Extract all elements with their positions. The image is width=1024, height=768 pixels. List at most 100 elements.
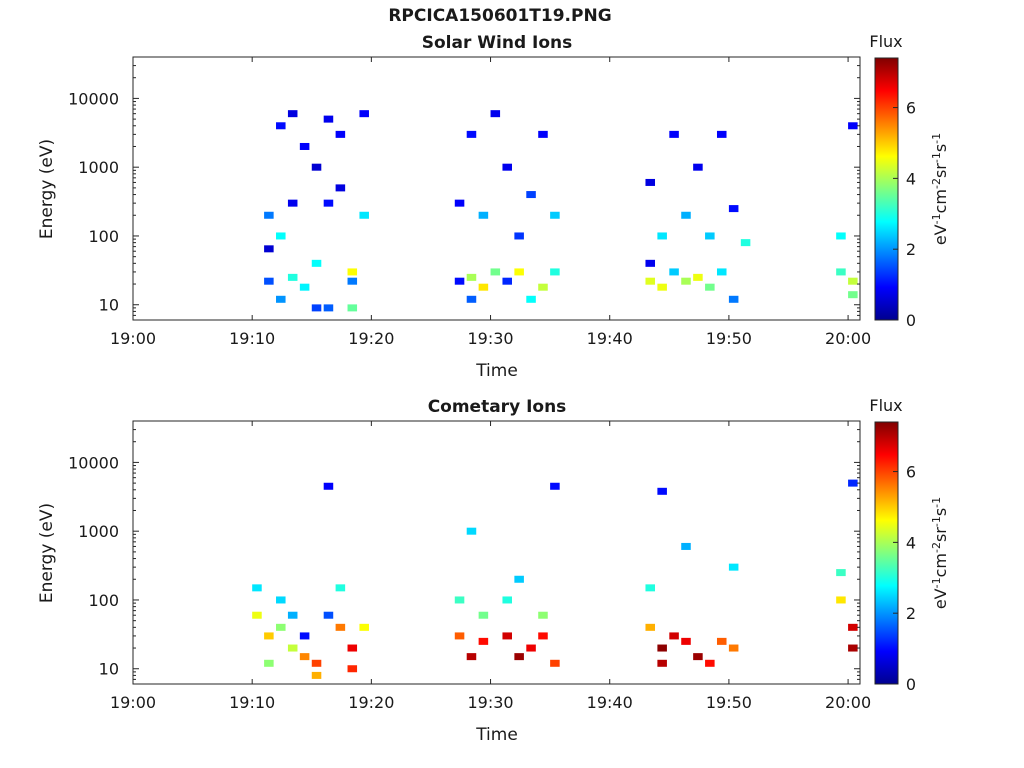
heatmap-cell [252,584,262,592]
heatmap-cell [478,637,489,645]
y-tick-label: 10 [99,296,119,315]
heatmap-cell [705,659,715,667]
colorbar [874,57,899,321]
heatmap-cell [490,268,501,276]
heatmap-cell [323,482,334,490]
heatmap-cell [502,163,512,171]
heatmap-cell [502,632,512,640]
heatmap-cell [276,596,286,604]
heatmap-cell [693,653,703,661]
x-tick-label: 19:30 [467,693,513,712]
heatmap-cell [848,479,858,487]
heatmap-cell [705,283,715,291]
heatmap-cell [657,232,667,240]
heatmap-cell [299,632,310,640]
heatmap-cell [466,527,477,535]
y-tick-label: 100 [88,591,119,610]
heatmap-cell [538,283,548,291]
heatmap-cell [526,191,536,199]
heatmap-cell [264,659,274,667]
y-tick-label: 10 [99,660,119,679]
heatmap-cell [335,130,346,138]
heatmap-cell [264,277,274,285]
heatmap-cell [454,277,465,285]
colorbar-title: Flux [869,32,902,51]
heatmap-cell [550,482,560,490]
colorbar-title: Flux [869,396,902,415]
y-tick-label: 100 [88,227,119,246]
heatmap-cell [454,596,465,604]
y-tick-label: 10000 [68,89,119,108]
heatmap-cell [669,130,679,138]
y-axis-label: Energy (eV) [37,503,57,603]
heatmap-cell [728,295,739,303]
x-axis-ticks: 19:00 19:10 19:20 19:30 19:40 19:50 20:00 [110,57,871,348]
heatmap-cell [693,273,703,281]
heatmap-cell [705,232,715,240]
heatmap-cell [359,110,369,118]
heatmap-cell [347,304,358,312]
heatmap-cell [466,653,477,661]
heatmap-cell [657,487,667,495]
x-tick-label: 19:50 [706,693,752,712]
heatmap-cell [728,205,739,213]
heatmap-cell [311,659,322,667]
panel-cometary: Cometary Ions 19:00 19:10 19:20 19:30 19:40 1… [37,396,950,745]
heatmap-cell [716,268,727,276]
heatmap-cell [287,110,298,118]
heatmap-cell [645,277,656,285]
x-tick-label: 19:40 [587,329,633,348]
heatmap-cell [466,295,477,303]
heatmap-cell [728,644,739,652]
x-tick-label: 20:00 [825,329,871,348]
heatmap-cell [550,211,560,219]
y-axis-ticks: 10 100 1000 10000 [68,420,860,685]
heatmap-cell [264,245,274,253]
heatmap-cell [347,665,358,673]
panel-title: Solar Wind Ions [422,33,573,53]
heatmap-cell [550,268,560,276]
heatmap-cell [848,644,858,652]
heatmap-cell [681,211,691,219]
page-title: RPCICA150601T19.PNG [388,6,612,26]
heatmap-cell [693,163,703,171]
heatmap-cell [538,632,548,640]
heatmap-cell [478,211,489,219]
x-tick-label: 19:10 [229,329,275,348]
colorbar-unit: eV-1cm-2sr-1s-1 [930,133,951,245]
y-axis-label: Energy (eV) [37,139,57,239]
heatmap-cell [287,611,298,619]
heatmap-cell [323,304,334,312]
heatmap-cell [657,283,667,291]
heatmap-cell [347,268,358,276]
colorbar-tick-label: 6 [906,99,916,118]
heatmap-cell [347,277,358,285]
heatmap-cell [538,130,548,138]
heatmap-cell [538,611,548,619]
heatmap-cell [276,232,286,240]
plot-frame [132,56,861,321]
x-tick-label: 19:30 [467,329,513,348]
heatmap-cell [681,542,691,550]
heatmap-cell [287,273,298,281]
heatmap-cell [454,632,465,640]
panel-solar-wind: Solar Wind Ions 19:00 19:10 19:20 19:30 19:4… [37,32,950,381]
heatmap-cell [359,623,369,631]
heatmap-cell [299,142,310,150]
heatmap-cell [311,163,322,171]
heatmap-cell [514,268,524,276]
heatmap-cell [478,611,489,619]
heatmap-cell [645,623,656,631]
heatmap-cell [323,199,334,207]
y-tick-label: 1000 [78,158,119,177]
plot-area [252,479,858,679]
heatmap-cell [502,596,512,604]
x-axis-ticks: 19:00 19:10 19:20 19:30 19:40 19:50 20:00 [110,421,871,712]
heatmap-cell [323,115,334,123]
y-axis-ticks: 10 100 1000 10000 [68,56,860,321]
heatmap-cell [276,295,286,303]
heatmap-cell [740,239,751,247]
heatmap-cell [502,277,512,285]
heatmap-cell [848,291,858,299]
